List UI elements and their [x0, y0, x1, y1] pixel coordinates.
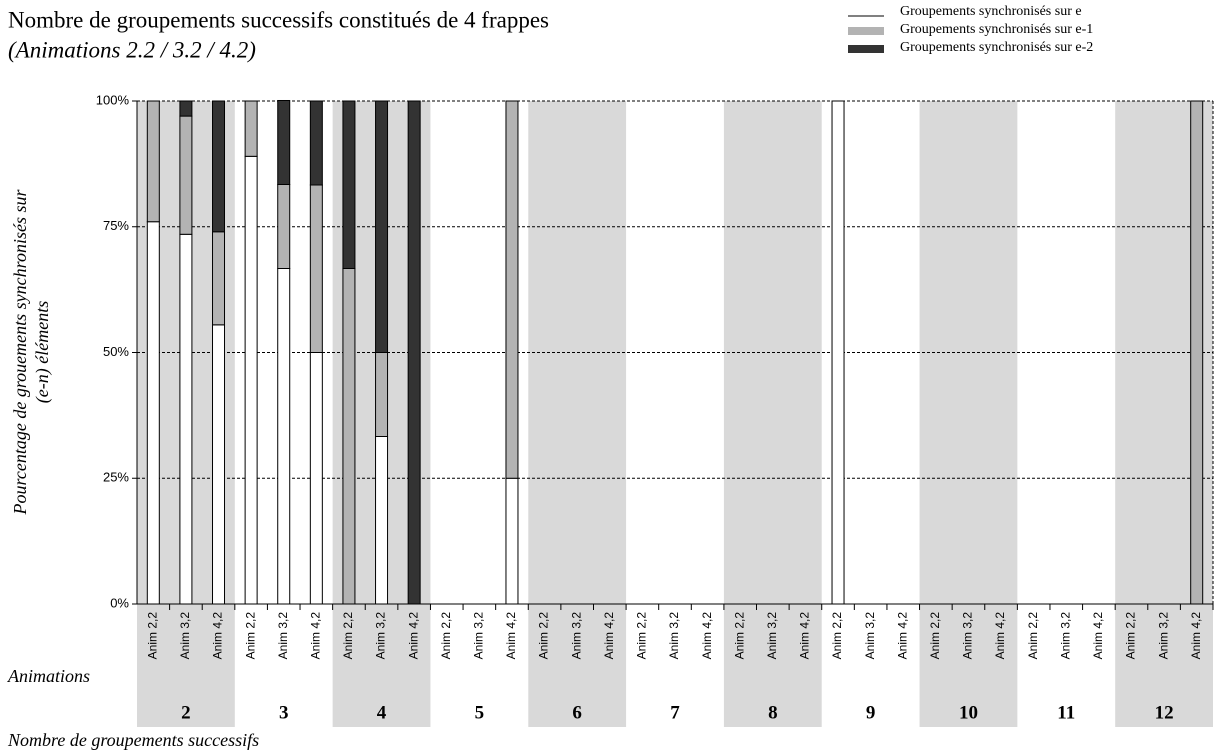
x-tick-label: Anim 4,2: [504, 612, 518, 660]
bar-segment: [342, 100, 356, 269]
legend-swatch: [848, 27, 884, 35]
x-tick-label: Anim 3,2: [374, 612, 388, 660]
bar-segment: [179, 233, 193, 605]
x-tick-label: Anim 3,2: [1156, 612, 1170, 660]
bar-segment: [831, 100, 845, 605]
bar-segment: [309, 100, 323, 186]
category-axis-label: Animations: [7, 666, 90, 686]
y-tick-label: 50%: [103, 344, 129, 359]
x-tick-label: Anim 2,2: [732, 612, 746, 660]
bar-segment: [309, 184, 323, 353]
x-tick-label: Anim 3,2: [1058, 612, 1072, 660]
group-label: 9: [866, 702, 876, 723]
bar-segment: [277, 99, 291, 185]
bar-segment: [277, 267, 291, 605]
chart-title: Nombre de groupements successifs constit…: [8, 7, 549, 32]
x-tick-label: Anim 2,2: [635, 612, 649, 660]
bar-segment: [277, 183, 291, 269]
group-band: [919, 101, 1018, 727]
y-tick-label: 25%: [103, 470, 129, 485]
x-tick-label: Anim 3,2: [569, 612, 583, 660]
x-tick-label: Anim 3,2: [765, 612, 779, 660]
group-label: 2: [181, 702, 191, 723]
chart-subtitle: (Animations 2.2 / 3.2 / 4.2): [8, 37, 256, 62]
y-axis-label: (e-n) éléments: [32, 301, 53, 403]
y-tick-label: 100%: [96, 92, 130, 107]
group-label: 4: [377, 702, 387, 723]
bar-segment: [1190, 100, 1204, 605]
group-label: 8: [768, 702, 778, 723]
x-tick-label: Anim 4,2: [895, 612, 909, 660]
x-tick-label: Anim 4,2: [406, 612, 420, 660]
group-label: 10: [959, 702, 978, 723]
x-tick-label: Anim 4,2: [993, 612, 1007, 660]
x-tick-label: Anim 3,2: [178, 612, 192, 660]
group-label: 5: [475, 702, 485, 723]
x-tick-label: Anim 2,2: [928, 612, 942, 660]
bar-segment: [505, 477, 519, 605]
y-tick-label: 75%: [103, 218, 129, 233]
bar-segment: [342, 267, 356, 605]
x-tick-label: Anim 3,2: [961, 612, 975, 660]
x-tick-label: Anim 3,2: [863, 612, 877, 660]
group-band: [528, 101, 627, 727]
bar-segment: [146, 100, 160, 223]
y-tick-label: 0%: [110, 595, 129, 610]
x-tick-label: Anim 2,2: [1026, 612, 1040, 660]
x-tick-label: Anim 4,2: [309, 612, 323, 660]
bar-segment: [375, 352, 389, 438]
bar-segment: [179, 115, 193, 235]
group-label: 6: [572, 702, 582, 723]
bar-segment: [375, 100, 389, 353]
x-tick-label: Anim 2,2: [243, 612, 257, 660]
group-label: 7: [670, 702, 680, 723]
x-tick-label: Anim 4,2: [798, 612, 812, 660]
x-tick-label: Anim 2,2: [537, 612, 551, 660]
bar-segment: [146, 221, 160, 605]
group-axis-label: Nombre de groupements successifs: [7, 730, 259, 750]
bar-segment: [212, 324, 226, 605]
legend-swatch: [848, 45, 884, 53]
bar-segment: [179, 100, 193, 117]
bar-segment: [375, 436, 389, 605]
bar-segment: [244, 100, 258, 157]
group-label: 12: [1155, 702, 1174, 723]
y-axis-label: Pourcentage de grouements synchronisés s…: [10, 189, 30, 516]
legend-label: Groupements synchronisés sur e: [900, 4, 1082, 19]
x-tick-label: Anim 2,2: [341, 612, 355, 660]
bar-segment: [407, 100, 421, 605]
x-tick-label: Anim 3,2: [667, 612, 681, 660]
bar-segment: [212, 231, 226, 326]
x-tick-label: Anim 4,2: [1091, 612, 1105, 660]
x-tick-label: Anim 2,2: [145, 612, 159, 660]
group-band: [723, 101, 822, 727]
x-tick-label: Anim 4,2: [1189, 612, 1203, 660]
legend-label: Groupements synchronisés sur e-2: [900, 40, 1093, 55]
bar-segment: [309, 352, 323, 605]
x-tick-label: Anim 4,2: [700, 612, 714, 660]
x-tick-label: Anim 3,2: [472, 612, 486, 660]
x-tick-label: Anim 4,2: [211, 612, 225, 660]
bar-segment: [244, 155, 258, 605]
x-tick-label: Anim 2,2: [830, 612, 844, 660]
bar-segment: [212, 100, 226, 233]
x-tick-label: Anim 3,2: [276, 612, 290, 660]
x-tick-label: Anim 4,2: [602, 612, 616, 660]
group-label: 11: [1057, 702, 1075, 723]
x-tick-label: Anim 2,2: [439, 612, 453, 660]
x-tick-label: Anim 2,2: [1124, 612, 1138, 660]
group-label: 3: [279, 702, 289, 723]
bar-segment: [505, 100, 519, 479]
legend-label: Groupements synchronisés sur e-1: [900, 22, 1093, 37]
